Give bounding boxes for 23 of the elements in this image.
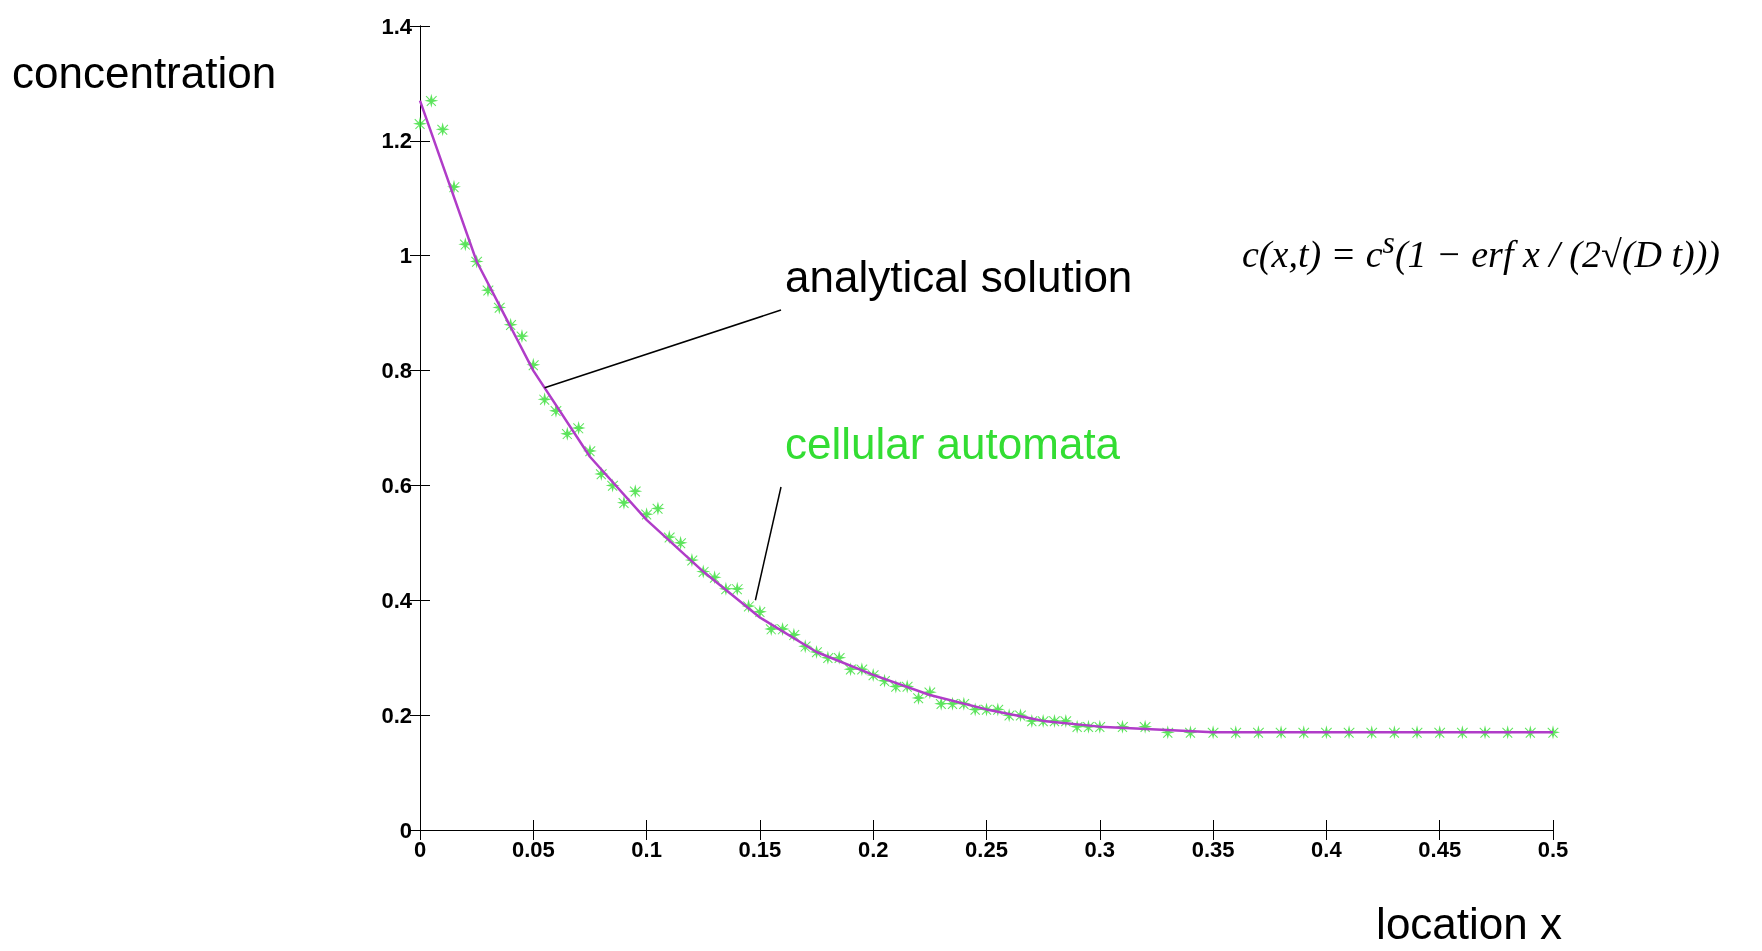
x-tick-label: 0.05 xyxy=(511,836,555,862)
annotation: analytical solution xyxy=(785,251,1133,301)
x-tick-label: 0.35 xyxy=(1191,836,1235,862)
x-axis-title: location x xyxy=(1376,898,1563,948)
x-tick-label: 0.4 xyxy=(1311,836,1343,862)
y-tick-label: 0.8 xyxy=(381,358,412,384)
y-tick-label: 1.2 xyxy=(381,128,412,154)
y-axis-title: concentration xyxy=(12,47,277,97)
x-tick-label: 0.45 xyxy=(1418,836,1462,862)
x-tick-label: 0.15 xyxy=(738,836,782,862)
x-tick-label: 0.5 xyxy=(1537,836,1569,862)
annotation: c(x,t) = c$^{s}$(1 − erf x / (2√(D t))) xyxy=(1238,215,1724,286)
y-tick-label: 1.4 xyxy=(381,13,413,39)
y-tick-label: 0 xyxy=(399,817,412,843)
x-tick-label: 0.2 xyxy=(857,836,889,862)
x-tick-label: 0.25 xyxy=(965,836,1008,862)
y-tick-label: 0.4 xyxy=(381,587,413,613)
x-tick-label: 0.3 xyxy=(1084,836,1116,862)
annotation: cellular automata xyxy=(785,418,1121,468)
y-tick-label: 1 xyxy=(399,243,412,269)
x-tick-label: 0.1 xyxy=(631,836,662,862)
y-tick-label: 0.2 xyxy=(381,702,412,728)
y-tick-label: 0.6 xyxy=(381,472,412,498)
